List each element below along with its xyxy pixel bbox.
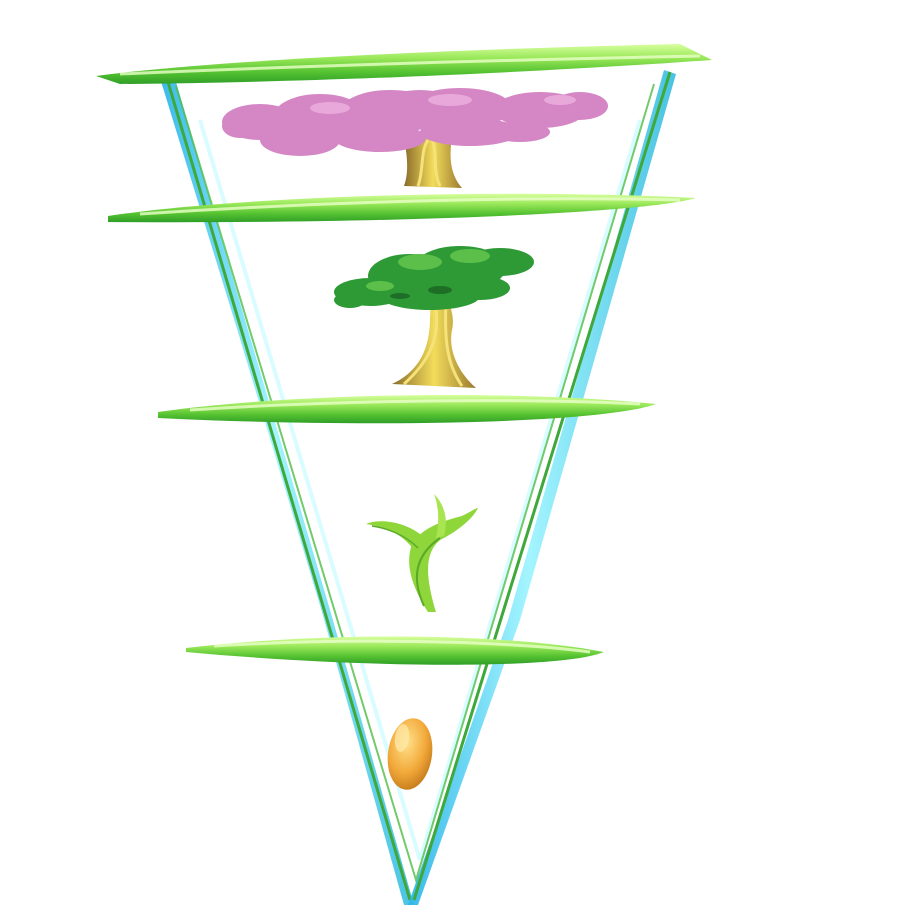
seed-icon (387, 718, 433, 790)
pink-blossom-tree-icon (222, 88, 608, 188)
divider-bar-3 (158, 394, 656, 424)
green-tree-icon (334, 246, 534, 388)
divider-bar-2 (108, 193, 696, 223)
triangle-right-side (408, 70, 676, 905)
stage-dividers (96, 44, 712, 665)
sprout-icon (366, 494, 478, 612)
